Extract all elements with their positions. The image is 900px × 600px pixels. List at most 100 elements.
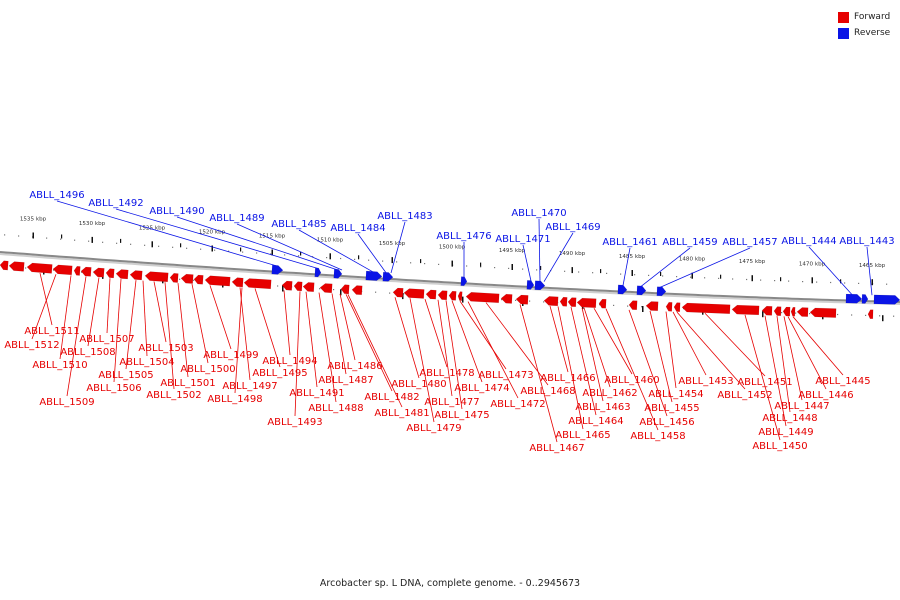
reverse-gene-arrow [382, 271, 394, 282]
gene-label: ABLL_1510 [32, 360, 87, 371]
gene-label: ABLL_1469 [545, 222, 600, 233]
gene-label: ABLL_1450 [752, 441, 807, 452]
gene-connector [665, 311, 677, 389]
ruler-dot [529, 300, 531, 302]
major-tick [211, 245, 213, 252]
ruler-dot [592, 272, 594, 274]
gene-connector [659, 247, 751, 288]
ruler-dot [508, 267, 510, 269]
gene-label: ABLL_1508 [60, 347, 115, 358]
gene-connector [467, 301, 519, 399]
gene-label: ABLL_1499 [203, 350, 258, 361]
forward-gene-arrow [115, 269, 129, 280]
kbp-tick-label: 1520 kbp [199, 230, 226, 236]
kbp-tick-label: 1500 kbp [439, 245, 466, 251]
reverse-gene-arrow [271, 264, 284, 275]
gene-label: ABLL_1458 [630, 431, 685, 442]
ruler-dot [522, 268, 524, 270]
forward-gene-arrow [403, 288, 425, 299]
mid-tick [120, 238, 122, 243]
genome-axis-shadow [0, 253, 900, 305]
ruler-dot [424, 263, 426, 265]
forward-gene-arrow [351, 285, 363, 296]
gene-label: ABLL_1454 [648, 389, 703, 400]
forward-gene-arrow [515, 294, 529, 305]
ruler-dot [284, 254, 286, 256]
mid-tick [720, 274, 722, 279]
gene-connector [153, 281, 167, 343]
ruler-dot [788, 280, 790, 282]
forward-gene-arrow [293, 281, 303, 292]
gene-label: ABLL_1468 [520, 386, 575, 397]
mid-tick [480, 262, 482, 267]
gene-connector [106, 278, 111, 334]
ruler-dot [270, 253, 272, 255]
gene-connector [357, 233, 387, 273]
mid-tick [358, 255, 360, 260]
ruler-dot [228, 250, 230, 252]
ruler-dot [690, 276, 692, 278]
gene-connector [628, 309, 668, 417]
gene-label: ABLL_1449 [758, 427, 813, 438]
gene-label: ABLL_1467 [529, 443, 584, 454]
gene-connector [87, 277, 100, 347]
gene-label: ABLL_1482 [364, 392, 419, 403]
ruler-dot [648, 274, 650, 276]
forward-swatch [838, 11, 849, 23]
forward-gene-arrow [559, 296, 568, 307]
gene-label: ABLL_1456 [639, 417, 694, 428]
ruler-dot [396, 261, 398, 263]
ruler-dot [704, 277, 706, 279]
ruler-dot [746, 278, 748, 281]
gene-label: ABLL_1498 [207, 394, 262, 405]
gene-label: ABLL_1445 [815, 376, 870, 387]
forward-gene-arrow [673, 302, 681, 312]
gene-label: ABLL_1466 [540, 373, 595, 384]
gene-connector [787, 316, 827, 390]
reverse-swatch [838, 27, 849, 39]
ruler-dot [879, 315, 881, 317]
gene-connector [31, 274, 57, 340]
ruler-dot [613, 304, 615, 306]
reverse-gene-arrow [861, 294, 869, 304]
gene-label: ABLL_1511 [24, 326, 79, 337]
kbp-tick-label: 1490 kbp [559, 251, 586, 257]
forward-gene-arrow [761, 305, 773, 316]
ruler-dot [599, 304, 601, 306]
gene-label: ABLL_1497 [222, 381, 277, 392]
gene-connector [437, 299, 453, 397]
gene-label: ABLL_1462 [582, 388, 637, 399]
forward-gene-arrow [105, 268, 115, 279]
reverse-gene-arrow [636, 285, 647, 296]
forward-gene-arrow [281, 280, 293, 291]
gene-connector [808, 246, 853, 295]
gene-connector [605, 308, 659, 431]
major-tick [811, 277, 813, 284]
ruler-dot [333, 289, 335, 291]
gene-label: ABLL_1475 [434, 410, 489, 421]
ruler-dot [606, 272, 608, 274]
forward-gene-arrow [52, 264, 73, 276]
ruler-dot [494, 267, 496, 269]
lower-tick [340, 289, 342, 296]
ruler-dot [277, 285, 279, 287]
lower-tick [642, 306, 644, 312]
gene-label: ABLL_1483 [377, 211, 432, 222]
kbp-tick-label: 1525 kbp [139, 225, 166, 231]
gene-connector [56, 200, 277, 267]
ruler-dot [410, 262, 412, 264]
reverse-gene-arrow [845, 293, 863, 304]
gene-connector [345, 294, 393, 392]
major-tick [571, 267, 573, 274]
gene-label: ABLL_1452 [717, 390, 772, 401]
gene-label: ABLL_1487 [318, 375, 373, 386]
gene-connector [283, 290, 291, 356]
gene-label: ABLL_1509 [39, 397, 94, 408]
major-tick [631, 270, 633, 276]
gene-label: ABLL_1485 [271, 219, 326, 230]
kbp-tick-label: 1515 kbp [259, 234, 286, 240]
gene-connector [176, 216, 338, 271]
mid-tick [840, 279, 842, 284]
ruler-dot [81, 271, 83, 273]
gene-label: ABLL_1446 [798, 390, 853, 401]
